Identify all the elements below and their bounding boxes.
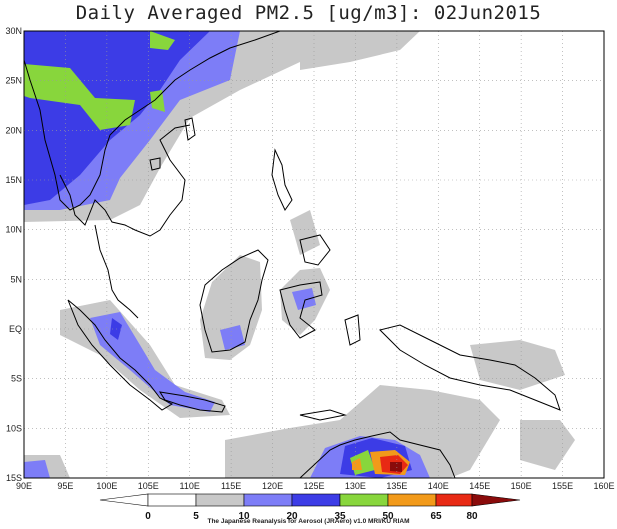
colorbar-tick-label: 20: [286, 511, 298, 522]
coastline-sumatra: [67, 299, 174, 411]
lon-label: 90E: [16, 481, 32, 491]
lon-label: 105E: [138, 481, 159, 491]
colorbar-tick-label: 5: [193, 511, 199, 522]
field-gray-northeast: [300, 31, 420, 70]
colorbar-bin-65-80: [435, 493, 473, 507]
coastline-new-guinea: [379, 324, 561, 411]
lat-lon-grid: [24, 31, 604, 478]
colorbar-tick-label: 10: [238, 511, 250, 522]
lon-label: 120E: [262, 481, 283, 491]
field-lightblue-sw: [24, 460, 50, 478]
coastline-australia-north: [299, 431, 456, 478]
coastline-asia-mainland: [24, 31, 281, 211]
lon-label: 95E: [57, 481, 73, 491]
lon-label: 140E: [428, 481, 449, 491]
lat-label: 10N: [5, 225, 22, 235]
coastline-java: [158, 391, 226, 413]
field-orange-small: [352, 458, 362, 470]
coastline-malay-peninsula: [94, 224, 139, 319]
field-lightblue-borneo: [220, 325, 245, 350]
coastline-maluku: [344, 314, 361, 346]
colorbar-tick-label: 50: [382, 511, 394, 522]
colorbar-bin-35-50: [339, 493, 389, 507]
coastline-luzon: [271, 148, 293, 211]
lon-label: 135E: [386, 481, 407, 491]
lon-label: 125E: [303, 481, 324, 491]
lat-label: 25N: [5, 76, 22, 86]
field-darkred-core: [390, 462, 402, 472]
field-gray-philippines: [290, 210, 320, 255]
lat-label: 30N: [5, 26, 22, 36]
lon-label: 150E: [511, 481, 532, 491]
lat-label: 5N: [10, 274, 22, 284]
lon-label: 115E: [221, 481, 241, 491]
coastline-borneo: [199, 249, 269, 353]
colorbar-bin-0-5: [147, 493, 197, 507]
field-green-east: [150, 90, 165, 112]
coastline-indochina: [59, 124, 191, 237]
coastline-mindanao: [299, 234, 331, 266]
colorbar-arrow-low: [99, 493, 149, 507]
lat-label: 20N: [5, 125, 22, 135]
lon-label: 145E: [469, 481, 490, 491]
colorbar-bin-5-10: [195, 493, 245, 507]
map-frame: [23, 30, 605, 479]
lon-label: 130E: [345, 481, 366, 491]
coastlines: [24, 31, 561, 478]
lat-label: 5S: [11, 374, 22, 384]
field-gray-se: [520, 420, 575, 470]
lon-label: 110E: [180, 481, 200, 491]
lon-label: 100E: [96, 481, 117, 491]
colorbar-tick-label: 80: [466, 511, 478, 522]
lon-label: 155E: [552, 481, 573, 491]
coastline-timor: [299, 409, 347, 421]
field-gray-newguinea: [470, 340, 565, 390]
lat-label: 15N: [5, 175, 22, 185]
colorbar: 0 5 10 20 35 50 65 80: [99, 493, 521, 522]
colorbar-bin-10-20: [243, 493, 293, 507]
lat-label: 15S: [6, 473, 22, 483]
colorbar-tick-label: 0: [145, 511, 151, 522]
colorbar-bin-50-65: [387, 493, 437, 507]
pm25-contour-fields: [24, 31, 575, 478]
field-lightblue-sumatra: [90, 312, 215, 412]
coastline-sulawesi: [279, 281, 323, 339]
colorbar-arrow-high: [471, 493, 521, 507]
colorbar-bin-20-35: [291, 493, 341, 507]
field-gray-south: [225, 385, 500, 478]
credit-line: The Japanese Reanalysis for Aerosol (JRA…: [207, 518, 410, 525]
longitude-axis-labels: 90E 95E 100E 105E 110E 115E 120E 125E 130E 135E 14…: [16, 481, 615, 491]
latitude-axis-labels: 30N 25N 20N 15N 10N 5N EQ 5S 10S 15S: [5, 26, 22, 483]
coastline-taiwan: [184, 117, 196, 141]
field-green-main: [24, 64, 135, 130]
map-plot-area: [24, 31, 604, 478]
lat-label: 10S: [6, 423, 22, 433]
field-green-north: [150, 31, 175, 50]
coastline-hainan: [149, 157, 161, 171]
field-lightblue-sulawesi: [292, 288, 316, 310]
colorbar-tick-label: 65: [430, 511, 442, 522]
colorbar-tick-label: 35: [334, 511, 346, 522]
lon-label: 160E: [593, 481, 614, 491]
map-title: Daily Averaged PM2.5 [ug/m3]: 02Jun2015: [75, 2, 542, 24]
lat-label: EQ: [9, 324, 22, 334]
